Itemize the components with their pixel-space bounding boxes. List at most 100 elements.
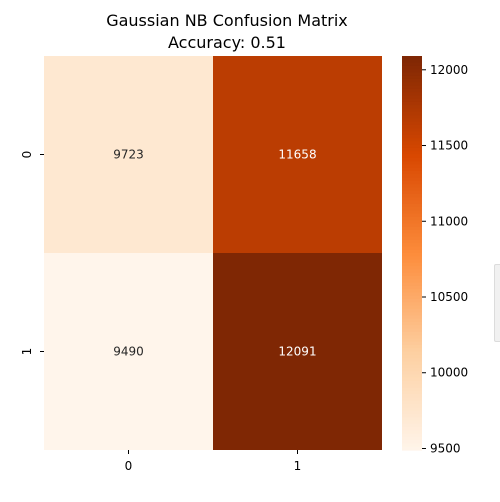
colorbar-segment: [402, 243, 422, 248]
colorbar-segment: [402, 128, 422, 133]
colorbar-segment: [402, 256, 422, 261]
colorbar-segment: [402, 253, 422, 257]
y-tick-label: 1: [20, 348, 34, 356]
colorbar-segment: [402, 141, 422, 146]
colorbar-segment: [402, 249, 422, 254]
heatmap-cell-r1-c1: [213, 253, 382, 450]
colorbar-tick-label: 11500: [430, 139, 468, 153]
colorbar-segment: [402, 285, 422, 290]
cell-value-label: 9490: [113, 345, 144, 359]
colorbar-segment: [402, 56, 422, 60]
colorbar-segment: [402, 174, 422, 179]
colorbar-segment: [402, 302, 422, 307]
heatmap-cell-r0-c1: [213, 56, 382, 253]
colorbar-segment: [402, 338, 422, 343]
colorbar-segment: [402, 390, 422, 395]
colorbar-segment: [402, 318, 422, 323]
colorbar-segment: [402, 377, 422, 382]
colorbar-segment: [402, 384, 422, 389]
colorbar-segment: [402, 292, 422, 297]
colorbar-segment: [402, 85, 422, 90]
colorbar-segment: [402, 364, 422, 369]
colorbar-segment: [402, 381, 422, 385]
colorbar-segment: [402, 315, 422, 320]
colorbar-segment: [402, 147, 422, 152]
colorbar-segment: [402, 400, 422, 405]
colorbar-segment: [402, 312, 422, 316]
colorbar-segment: [402, 118, 422, 123]
colorbar-segment: [402, 423, 422, 428]
colorbar-segment: [402, 210, 422, 215]
colorbar-segment: [402, 308, 422, 313]
colorbar-segment: [402, 321, 422, 326]
colorbar-segment: [402, 417, 422, 422]
colorbar-segment: [402, 354, 422, 359]
colorbar-segment: [402, 282, 422, 287]
colorbar-segment: [402, 446, 422, 451]
colorbar-segment: [402, 269, 422, 274]
colorbar-segment: [402, 427, 422, 431]
colorbar-segment: [402, 88, 422, 93]
x-tick-label: 1: [294, 459, 302, 473]
colorbar-segment: [402, 397, 422, 402]
colorbar: 9500 10000 10500 11000 11500 12000: [402, 56, 468, 455]
colorbar-tick-label: 10000: [430, 366, 468, 380]
colorbar-segment: [402, 246, 422, 251]
colorbar-tick-label: 12000: [430, 63, 468, 77]
chart-title: Gaussian NB Confusion Matrix: [106, 11, 348, 30]
colorbar-segment: [402, 289, 422, 293]
colorbar-segment: [402, 298, 422, 303]
colorbar-segment: [402, 82, 422, 87]
colorbar-segment: [402, 161, 422, 165]
colorbar-segment: [402, 262, 422, 267]
colorbar-segment: [402, 410, 422, 415]
colorbar-segment: [402, 433, 422, 438]
colorbar-segment: [402, 92, 422, 96]
colorbar-segment: [402, 239, 422, 244]
colorbar-segment: [402, 131, 422, 136]
colorbar-segment: [402, 62, 422, 67]
colorbar-segment: [402, 279, 422, 284]
colorbar-segment: [402, 387, 422, 392]
x-tick-label: 0: [125, 459, 133, 473]
colorbar-segment: [402, 371, 422, 376]
colorbar-segment: [402, 75, 422, 80]
colorbar-segment: [402, 331, 422, 336]
colorbar-segment: [402, 164, 422, 169]
colorbar-segment: [402, 223, 422, 228]
colorbar-segment: [402, 305, 422, 310]
colorbar-segment: [402, 230, 422, 234]
colorbar-segment: [402, 394, 422, 399]
colorbar-segment: [402, 124, 422, 129]
colorbar-segment: [402, 72, 422, 77]
cell-value-label: 11658: [278, 148, 316, 162]
colorbar-segment: [402, 144, 422, 149]
colorbar-segment: [402, 226, 422, 231]
colorbar-segment: [402, 413, 422, 418]
scrollbar-handle[interactable]: [494, 264, 500, 342]
colorbar-segment: [402, 374, 422, 379]
colorbar-segment: [402, 207, 422, 211]
colorbar-segment: [402, 341, 422, 346]
colorbar-segment: [402, 272, 422, 277]
y-axis: 01: [20, 151, 44, 356]
colorbar-segment: [402, 134, 422, 139]
colorbar-segment: [402, 111, 422, 116]
heatmap-cell-r0-c0: [44, 56, 213, 253]
colorbar-segment: [402, 154, 422, 159]
y-tick-label: 0: [20, 151, 34, 159]
colorbar-segment: [402, 167, 422, 172]
colorbar-segment: [402, 78, 422, 83]
colorbar-segment: [402, 220, 422, 225]
colorbar-segment: [402, 193, 422, 198]
colorbar-segment: [402, 115, 422, 119]
colorbar-segment: [402, 180, 422, 185]
chart-subtitle: Accuracy: 0.51: [168, 33, 286, 52]
colorbar-segment: [402, 101, 422, 106]
colorbar-segment: [402, 344, 422, 349]
colorbar-segment: [402, 443, 422, 448]
colorbar-segment: [402, 138, 422, 142]
colorbar-segment: [402, 367, 422, 372]
colorbar-segment: [402, 216, 422, 221]
